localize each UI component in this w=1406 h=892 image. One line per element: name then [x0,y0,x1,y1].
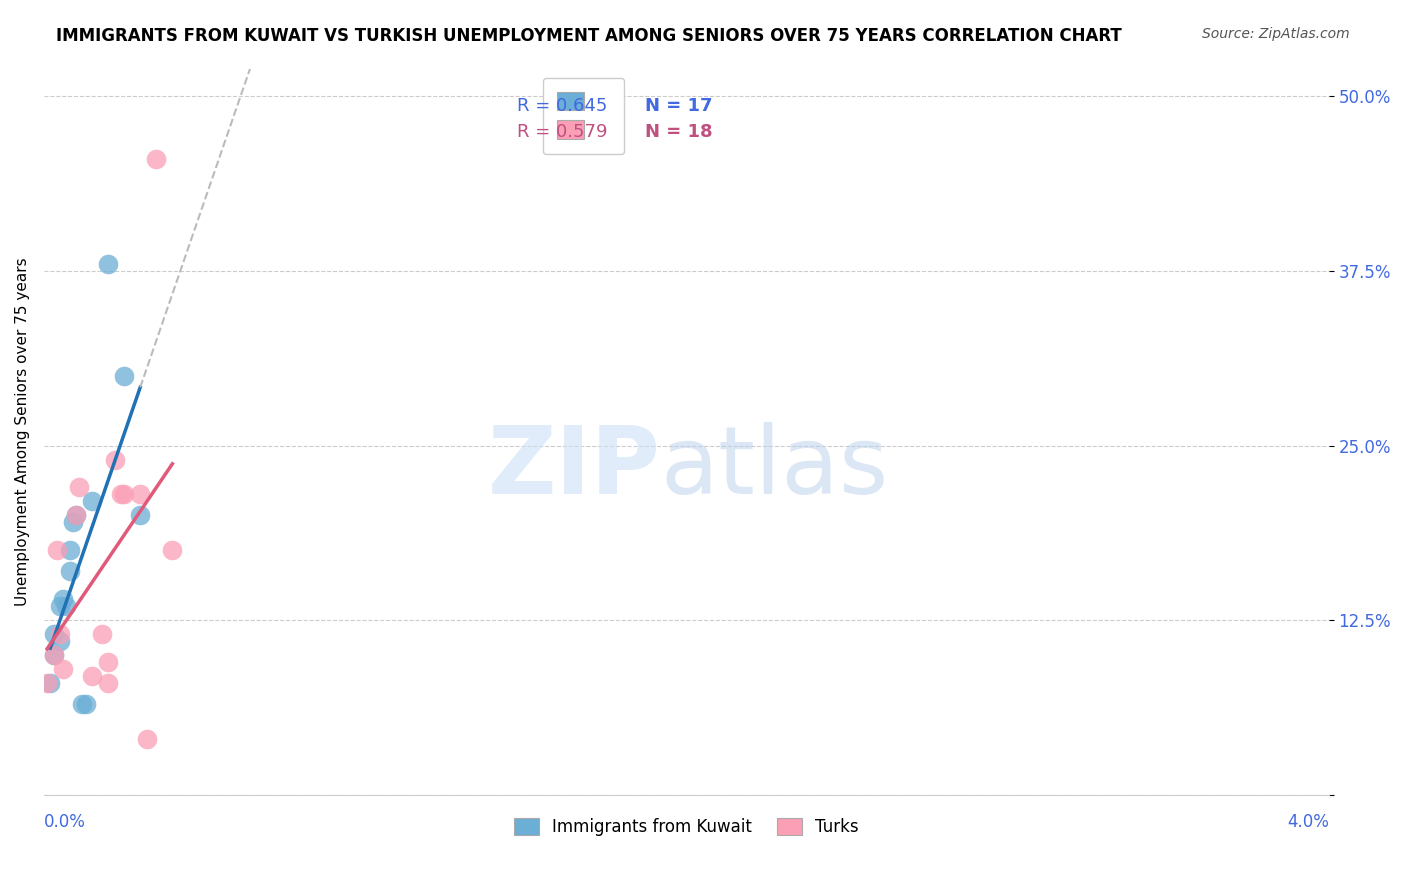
Text: 4.0%: 4.0% [1286,813,1329,830]
Text: R = 0.579: R = 0.579 [516,123,607,142]
Point [52,592,75,607]
Point [39,676,62,690]
Point [110,487,132,501]
Point [58,564,80,578]
Point [65,508,87,523]
Legend: Immigrants from Kuwait, Turks: Immigrants from Kuwait, Turks [505,810,868,845]
Point [42,648,65,662]
Point [145,153,167,167]
Y-axis label: Unemployment Among Seniors over 75 years: Unemployment Among Seniors over 75 years [15,257,30,606]
Text: atlas: atlas [661,422,889,514]
Point [75,697,97,711]
Text: N = 18: N = 18 [645,123,713,142]
Point [112,368,135,383]
Point [62,516,84,530]
Text: N = 17: N = 17 [645,97,713,115]
Text: IMMIGRANTS FROM KUWAIT VS TURKISH UNEMPLOYMENT AMONG SENIORS OVER 75 YEARS CORRE: IMMIGRANTS FROM KUWAIT VS TURKISH UNEMPL… [56,27,1122,45]
Text: Source: ZipAtlas.com: Source: ZipAtlas.com [1202,27,1350,41]
Point [162,543,184,558]
Point [97,655,120,669]
Point [129,508,152,523]
Point [42,648,65,662]
Point [45,543,67,558]
Point [97,676,120,690]
Point [97,257,120,271]
Point [65,508,87,523]
Point [80,669,103,683]
Point [49,627,72,641]
Point [42,627,65,641]
Point [90,627,112,641]
Point [80,494,103,508]
Point [129,487,152,501]
Point [55,599,77,614]
Point [103,452,125,467]
Point [52,662,75,676]
Point [49,634,72,648]
Point [112,487,135,501]
Point [67,480,90,494]
Point [49,599,72,614]
Text: ZIP: ZIP [488,422,661,514]
Text: R = 0.645: R = 0.645 [516,97,607,115]
Point [35,676,58,690]
Point [135,731,157,746]
Point [58,543,80,558]
Text: 0.0%: 0.0% [44,813,86,830]
Point [72,697,94,711]
